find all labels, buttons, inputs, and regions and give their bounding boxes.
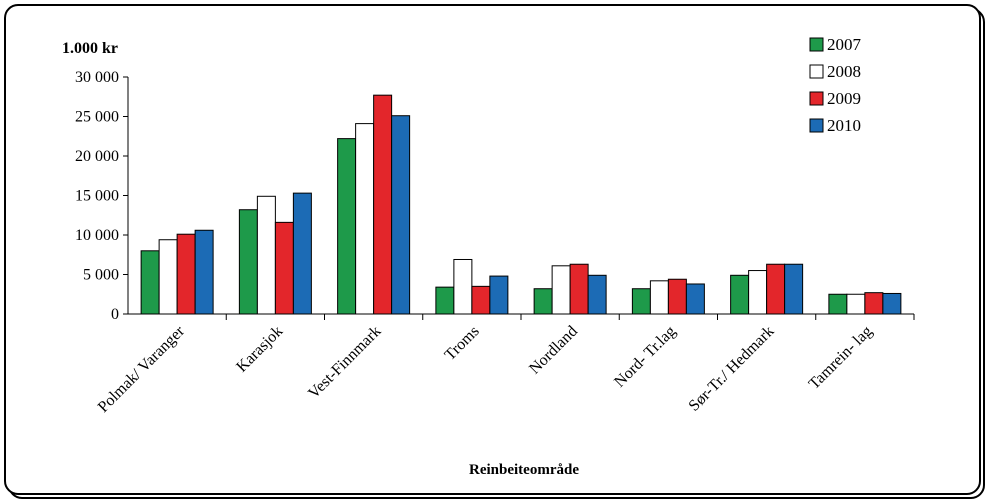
- y-tick-label: 5 000: [83, 267, 119, 284]
- bar-2010: [292, 192, 312, 315]
- bar-2010: [489, 275, 509, 315]
- bar-2008: [551, 265, 571, 315]
- bar-2007: [730, 274, 750, 315]
- bar-2008: [649, 280, 669, 315]
- bar-2009: [274, 221, 294, 315]
- bar-2007: [238, 209, 258, 315]
- bar-2010: [685, 283, 705, 315]
- legend-label: 2010: [827, 116, 861, 135]
- bar-2008: [355, 123, 375, 315]
- bar-2009: [766, 263, 786, 315]
- bar-2009: [864, 292, 884, 315]
- bar-2010: [587, 274, 607, 315]
- bar-2008: [453, 258, 473, 315]
- legend-label: 2007: [827, 35, 862, 54]
- y-tick-label: 10 000: [75, 227, 119, 244]
- y-tick-label: 20 000: [75, 148, 119, 165]
- x-tick-label: Tamrein- lag: [806, 323, 876, 393]
- legend-label: 2008: [827, 62, 861, 81]
- bar-2009: [373, 94, 393, 315]
- bar-2008: [256, 195, 276, 315]
- y-tick-label: 30 000: [75, 69, 119, 86]
- bar-2008: [158, 239, 178, 315]
- bar-2007: [533, 288, 553, 315]
- y-tick-label: 15 000: [75, 188, 119, 205]
- x-axis-title: Reinbeiteområde: [469, 462, 579, 478]
- bar-2010: [391, 115, 411, 315]
- bar-2007: [828, 293, 848, 315]
- bar-2007: [435, 286, 455, 315]
- y-tick-label: 0: [111, 306, 119, 323]
- bar-2010: [194, 229, 214, 315]
- legend-label: 2009: [827, 89, 861, 108]
- x-tick-label: Troms: [442, 323, 483, 364]
- bar-2009: [471, 285, 491, 315]
- bar-2008: [846, 293, 866, 315]
- bar-2009: [176, 233, 196, 315]
- unit-label: 1.000 kr: [62, 40, 118, 57]
- bar-2010: [882, 292, 902, 315]
- x-tick-label: Nordland: [526, 323, 581, 378]
- x-tick-label: Nord- Tr.lag: [611, 323, 679, 391]
- bar-2007: [337, 138, 357, 315]
- y-tick-label: 25 000: [75, 109, 119, 126]
- bar-2008: [748, 270, 768, 315]
- bars: [140, 94, 902, 315]
- legend-swatch-2010: [809, 118, 824, 133]
- legend-swatch-2007: [809, 37, 824, 52]
- bar-2009: [667, 278, 687, 315]
- x-tick-label: Karasjok: [233, 323, 286, 376]
- legend: 2007 2008 2009 2010: [809, 35, 862, 135]
- x-tick-label: Sør-Tr./ Hedmark: [686, 323, 778, 415]
- bar-2010: [784, 263, 804, 315]
- legend-swatch-2008: [809, 64, 824, 79]
- bar-2007: [140, 250, 160, 315]
- bar-2009: [569, 263, 589, 315]
- x-tick-label: Vest-Finnmark: [305, 323, 384, 402]
- x-tick-label: Polmak/ Varanger: [95, 322, 189, 416]
- legend-swatch-2009: [809, 91, 824, 106]
- bar-2007: [631, 288, 651, 315]
